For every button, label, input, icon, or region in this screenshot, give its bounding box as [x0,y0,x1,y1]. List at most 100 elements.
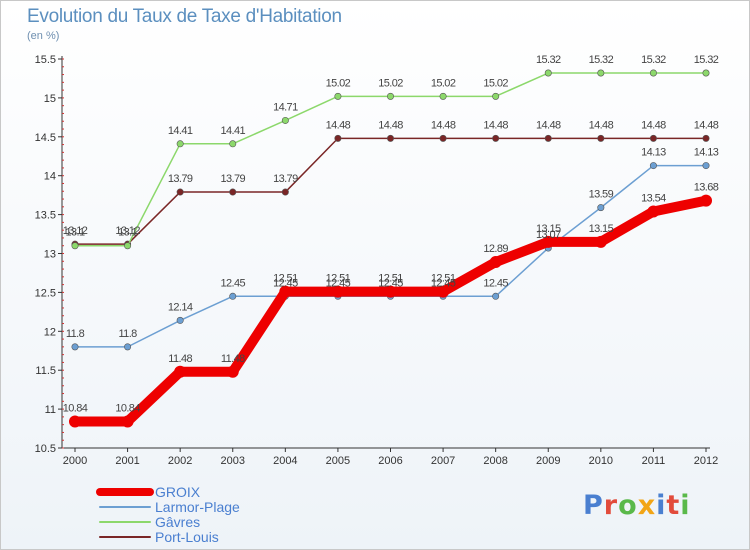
data-point [279,285,292,298]
y-tick-label: 11 [45,404,56,416]
data-label: 14.41 [168,125,193,137]
data-label: 11.48 [221,353,245,365]
data-point [702,162,710,170]
data-label: 13.79 [220,173,245,185]
data-label: 14.13 [641,147,666,159]
data-point [124,242,132,250]
data-point [386,134,394,142]
x-tick-label: 2005 [326,455,350,467]
data-point [226,365,239,378]
y-tick-label: 12.5 [35,287,56,299]
data-label: 15.02 [431,77,456,89]
data-point [594,235,607,248]
y-tick-label: 15.5 [35,54,56,66]
data-point [176,140,184,148]
data-point [702,134,710,142]
data-point [334,134,342,142]
data-point [544,134,552,142]
y-tick-label: 10.5 [35,443,56,455]
chart-title: Evolution du Taux de Taxe d'Habitation [27,6,342,27]
x-tick-label: 2006 [378,455,402,467]
data-label: 14.48 [641,119,666,131]
y-tick-label: 11.5 [35,365,56,377]
data-point [492,92,500,100]
data-label: 13.1 [118,227,137,239]
data-point [229,140,237,148]
data-label: 15.02 [483,77,508,89]
data-label: 12.45 [378,277,403,289]
data-point [384,285,397,298]
data-label: 13.15 [536,223,561,235]
data-point [229,292,237,300]
legend-label: Larmor-Plage [155,499,240,515]
data-point [700,194,712,207]
data-point [176,188,184,196]
data-point [174,365,187,378]
logo-letter: r [603,490,619,521]
data-label: 15.32 [536,54,561,66]
y-tick-label: 13 [44,249,56,261]
data-point [439,92,447,100]
data-point [281,116,289,124]
data-label: 12.51 [431,273,456,285]
data-label: 14.48 [483,119,508,131]
data-point [492,134,500,142]
data-point [597,204,605,212]
data-label: 13.79 [168,173,193,185]
data-label: 11.48 [168,353,192,365]
data-point [647,205,660,218]
chart-subtitle: (en %) [27,30,60,42]
data-point [281,188,289,196]
data-point [71,242,79,250]
data-point [542,235,555,248]
x-tick-label: 2003 [221,455,245,467]
data-label: 15.32 [589,54,614,66]
data-label: 13.07 [536,229,561,241]
y-tick-label: 13.5 [35,210,56,222]
x-tick-label: 2010 [589,455,613,467]
data-label: 12.45 [483,277,508,289]
data-label: 12.51 [273,273,298,285]
data-label: 14.71 [273,101,298,113]
data-point [334,92,342,100]
data-label: 13.15 [589,223,614,235]
data-label: 11.8 [66,328,85,340]
data-label: 10.84 [115,403,140,415]
data-point [597,69,605,77]
data-label: 13.79 [273,173,298,185]
data-point [71,343,79,351]
data-point [176,316,184,324]
logo-letter: i [680,490,691,521]
data-label: 15.32 [641,54,666,66]
data-label: 13.12 [63,225,88,237]
data-label: 12.45 [326,277,351,289]
data-label: 10.84 [63,403,88,415]
y-tick-label: 15 [44,93,56,105]
data-point [124,343,132,351]
data-label: 14.48 [378,119,403,131]
data-label: 15.02 [326,77,351,89]
data-point [489,256,502,269]
y-tick-label: 14 [44,171,56,183]
data-label: 14.48 [694,119,719,131]
x-tick-label: 2007 [431,455,455,467]
legend-label: GROIX [155,484,201,500]
x-tick-label: 2000 [63,455,87,467]
data-label: 13.54 [641,192,666,204]
data-point [331,285,344,298]
logo-letter: i [656,490,667,521]
x-tick-label: 2001 [115,455,139,467]
data-point [544,69,552,77]
data-label: 12.45 [220,277,245,289]
data-label: 13.59 [589,189,614,201]
data-point [649,162,657,170]
data-point [386,92,394,100]
data-point [439,134,447,142]
data-point [69,415,81,428]
data-label: 14.48 [431,119,456,131]
data-point [649,134,657,142]
data-label: 15.32 [694,54,719,66]
data-label: 12.51 [326,273,351,285]
